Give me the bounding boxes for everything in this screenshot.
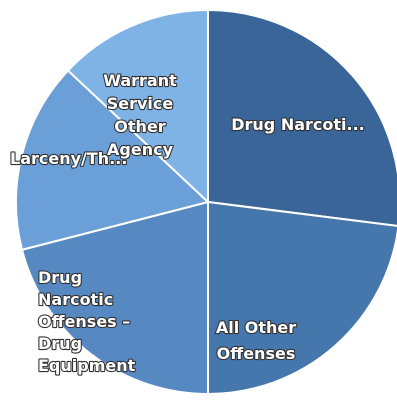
slice-label-line: Drug bbox=[38, 268, 82, 287]
slice-label-line: Service bbox=[107, 94, 174, 113]
slice-label-line: Offenses – bbox=[38, 312, 130, 331]
pie-slice-1[interactable] bbox=[207, 8, 397, 227]
slice-label-line: Narcotic bbox=[38, 290, 113, 309]
slice-label-line: Larceny/Th... bbox=[10, 149, 127, 168]
label-group: Drug Narcoti... All Other Offenses Drug Narc… bbox=[9, 70, 366, 376]
slice-label-3: Drug Narcotic Offenses – Drug Equipment bbox=[38, 268, 136, 375]
pie-slice-5[interactable] bbox=[66, 8, 209, 205]
slice-label-line: Warrant bbox=[103, 71, 177, 90]
slice-label-line: Other bbox=[114, 117, 165, 136]
slice-label-line: Equipment bbox=[38, 356, 136, 375]
slice-label-line: Offenses bbox=[217, 344, 296, 363]
slice-label-line: Drug bbox=[38, 334, 82, 353]
slice-label-line: Drug Narcoti... bbox=[231, 115, 365, 134]
slice-label-5: Warrant Service Other Agency bbox=[103, 71, 177, 159]
slice-label-1: Drug Narcoti... bbox=[231, 115, 365, 134]
slice-label-2: All Other Offenses bbox=[216, 318, 296, 363]
pie-slice-3[interactable] bbox=[20, 200, 209, 396]
pie-slice-2[interactable] bbox=[207, 200, 397, 396]
pie-slice-4[interactable] bbox=[15, 69, 211, 251]
slice-label-4: Larceny/Th... bbox=[10, 149, 127, 168]
slice-label-line: Agency bbox=[107, 140, 174, 159]
slice-group bbox=[15, 8, 397, 396]
slice-label-line: All Other bbox=[216, 318, 296, 337]
